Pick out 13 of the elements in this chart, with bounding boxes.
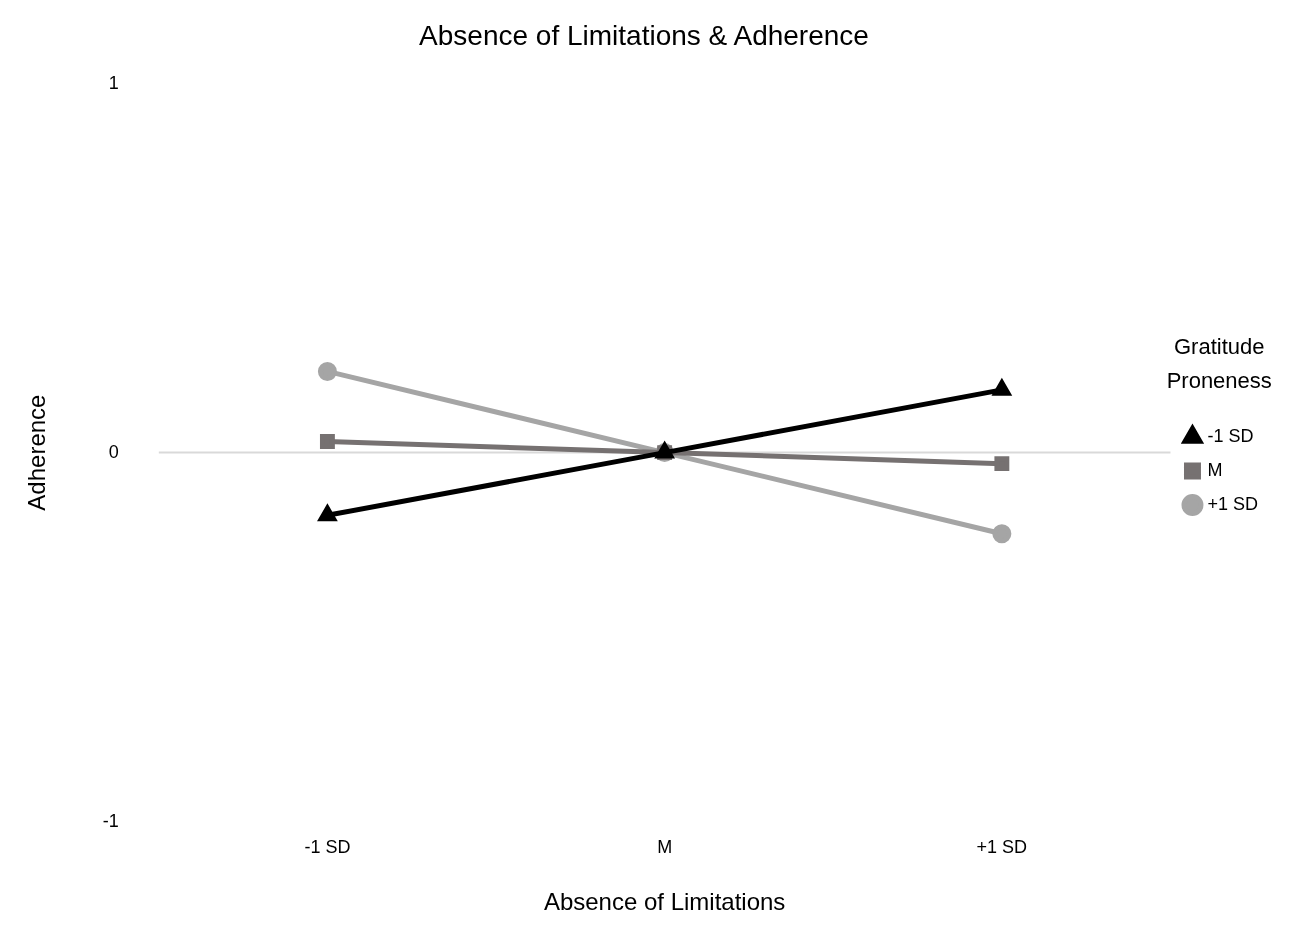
x-tick-label: +1 SD [976, 837, 1028, 858]
y-axis-title: Adherence [23, 394, 51, 511]
y-tick-label: 1 [108, 72, 119, 93]
legend-label: -1 SD [1207, 425, 1254, 446]
y-tick-label: 0 [108, 441, 119, 462]
x-tick-label: M [657, 837, 673, 858]
x-tick-label: -1 SD [304, 837, 351, 858]
legend-title: Gratitude Proneness [1166, 334, 1272, 393]
legend-label: +1 SD [1207, 493, 1258, 514]
x-axis-title: Absence of Limitations [543, 888, 786, 916]
legend-label: M [1207, 459, 1223, 480]
chart-title: Absence of Limitations & Adherence [419, 19, 869, 51]
y-tick-label: -1 [102, 810, 119, 831]
